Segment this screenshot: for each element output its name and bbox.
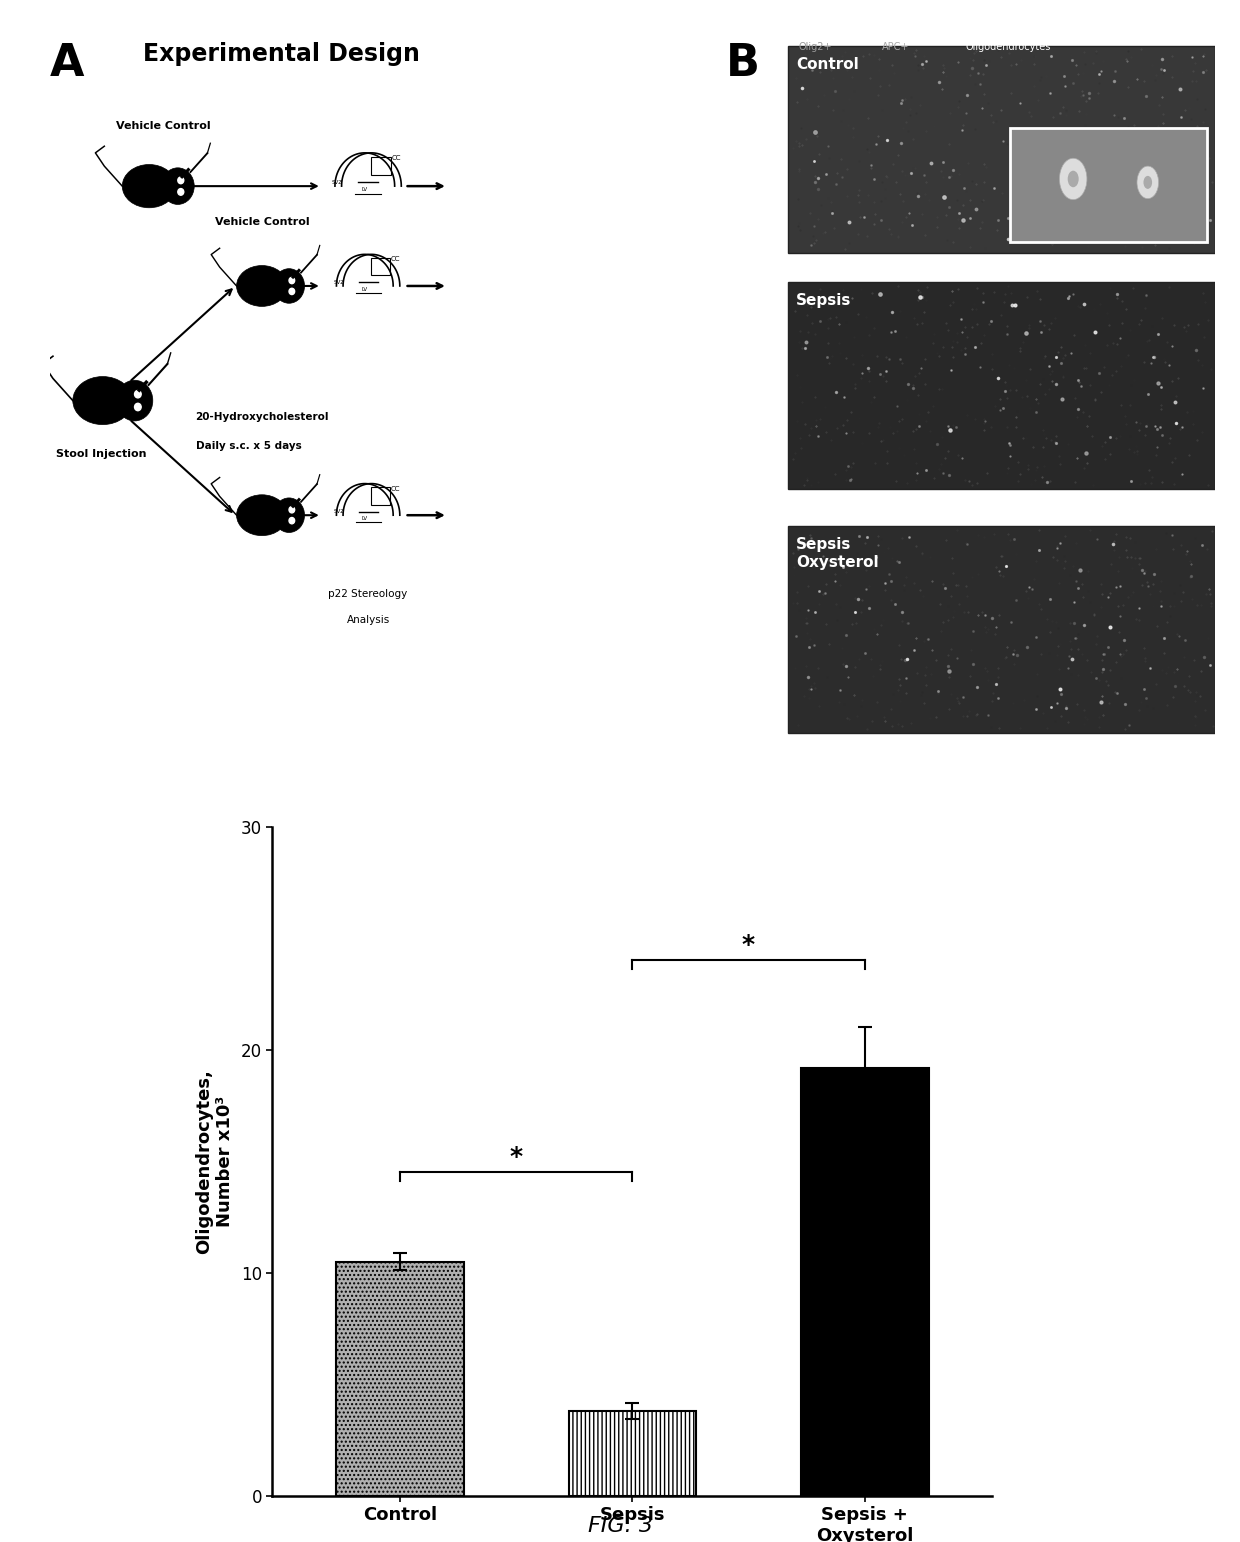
Text: Oligodendrocytes: Oligodendrocytes bbox=[965, 42, 1050, 52]
Ellipse shape bbox=[289, 518, 295, 524]
Ellipse shape bbox=[289, 288, 295, 295]
Text: SVZ: SVZ bbox=[334, 509, 345, 513]
Text: CC: CC bbox=[391, 486, 399, 492]
Text: LV: LV bbox=[362, 187, 368, 193]
Text: Sepsis: Sepsis bbox=[796, 293, 851, 308]
Text: Sepsis
Oxysterol: Sepsis Oxysterol bbox=[796, 538, 878, 571]
Text: Analysis: Analysis bbox=[346, 615, 389, 625]
Ellipse shape bbox=[123, 165, 176, 208]
Ellipse shape bbox=[117, 381, 153, 421]
Ellipse shape bbox=[289, 278, 295, 284]
Ellipse shape bbox=[274, 498, 305, 532]
Circle shape bbox=[1137, 167, 1158, 199]
Circle shape bbox=[1059, 159, 1087, 199]
Ellipse shape bbox=[134, 404, 141, 410]
Text: *: * bbox=[510, 1146, 523, 1169]
Ellipse shape bbox=[177, 188, 184, 196]
Text: LV: LV bbox=[362, 287, 368, 291]
Text: B: B bbox=[725, 42, 760, 85]
Bar bbox=[568, 1411, 697, 1496]
Ellipse shape bbox=[237, 495, 288, 535]
Text: A: A bbox=[50, 42, 84, 85]
Ellipse shape bbox=[274, 268, 305, 304]
Ellipse shape bbox=[237, 265, 288, 307]
Circle shape bbox=[1143, 176, 1152, 188]
Text: p22 Stereology: p22 Stereology bbox=[329, 589, 408, 600]
Ellipse shape bbox=[73, 376, 133, 424]
Ellipse shape bbox=[161, 168, 195, 205]
Text: CC: CC bbox=[391, 256, 399, 262]
Text: APC+: APC+ bbox=[882, 42, 909, 52]
Bar bbox=[336, 1261, 464, 1496]
Bar bbox=[789, 282, 1215, 489]
Bar bbox=[789, 526, 1215, 734]
Ellipse shape bbox=[289, 507, 295, 513]
Text: Control: Control bbox=[796, 57, 858, 72]
Bar bbox=[371, 258, 391, 276]
Text: SVZ: SVZ bbox=[332, 180, 343, 185]
Text: Experimental Design: Experimental Design bbox=[144, 42, 420, 66]
Bar bbox=[372, 157, 392, 176]
Ellipse shape bbox=[177, 177, 184, 183]
Bar bbox=[1011, 128, 1207, 242]
Ellipse shape bbox=[134, 390, 141, 398]
Text: Stool Injection: Stool Injection bbox=[56, 449, 146, 458]
Text: SVZ: SVZ bbox=[334, 281, 345, 285]
Bar bbox=[801, 1067, 929, 1496]
Text: Daily s.c. x 5 days: Daily s.c. x 5 days bbox=[196, 441, 301, 452]
Text: Vehicle Control: Vehicle Control bbox=[216, 217, 310, 227]
Text: *: * bbox=[742, 933, 755, 958]
Text: LV: LV bbox=[362, 517, 368, 521]
Text: 20-Hydroxycholesterol: 20-Hydroxycholesterol bbox=[196, 412, 329, 421]
Bar bbox=[371, 487, 391, 504]
Text: Vehicle Control: Vehicle Control bbox=[117, 120, 211, 131]
Text: FIG. 3: FIG. 3 bbox=[588, 1516, 652, 1536]
Bar bbox=[789, 46, 1215, 253]
Y-axis label: Oligodendrocytes,
Number x10³: Oligodendrocytes, Number x10³ bbox=[195, 1069, 234, 1254]
Circle shape bbox=[1068, 171, 1079, 187]
Text: Olig2+: Olig2+ bbox=[799, 42, 832, 52]
Text: CC: CC bbox=[392, 156, 401, 160]
